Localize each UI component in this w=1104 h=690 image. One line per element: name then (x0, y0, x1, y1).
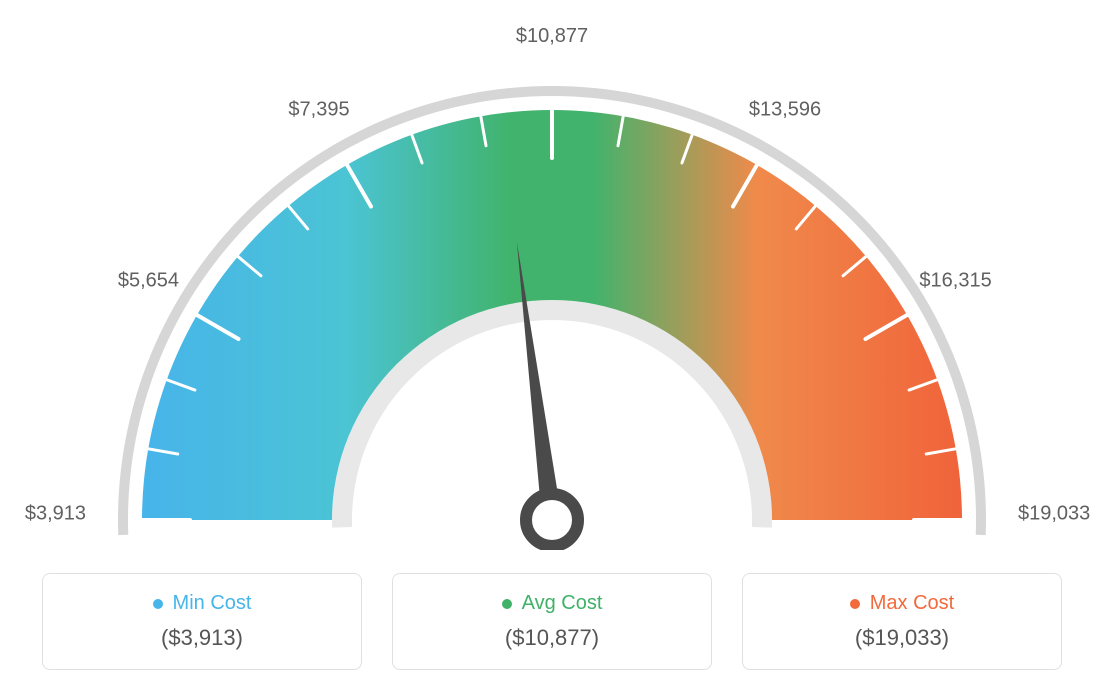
gauge-tick-label: $7,395 (288, 99, 349, 122)
gauge-tick-label: $3,913 (25, 503, 86, 526)
gauge-svg (52, 20, 1052, 550)
legend-min-cost: Min Cost ($3,913) (42, 573, 362, 670)
legend-avg-cost: Avg Cost ($10,877) (392, 573, 712, 670)
dot-icon (502, 599, 512, 609)
legend-avg-value: ($10,877) (393, 625, 711, 651)
gauge-tick-label: $5,654 (118, 270, 179, 293)
dot-icon (153, 599, 163, 609)
legend-max-value: ($19,033) (743, 625, 1061, 651)
legend-min-value: ($3,913) (43, 625, 361, 651)
legend-max-cost: Max Cost ($19,033) (742, 573, 1062, 670)
gauge-tick-label: $10,877 (516, 25, 588, 48)
legend-avg-label: Avg Cost (502, 592, 603, 615)
legend-label-text: Max Cost (870, 592, 954, 615)
legend-min-label: Min Cost (153, 592, 252, 615)
gauge-tick-label: $19,033 (1018, 503, 1090, 526)
gauge-tick-label: $13,596 (749, 99, 821, 122)
dot-icon (850, 599, 860, 609)
legend-row: Min Cost ($3,913) Avg Cost ($10,877) Max… (42, 573, 1062, 670)
legend-label-text: Min Cost (173, 592, 252, 615)
gauge-chart: $3,913$5,654$7,395$10,877$13,596$16,315$… (52, 20, 1052, 550)
gauge-tick-label: $16,315 (919, 270, 991, 293)
legend-label-text: Avg Cost (522, 592, 603, 615)
legend-max-label: Max Cost (850, 592, 954, 615)
